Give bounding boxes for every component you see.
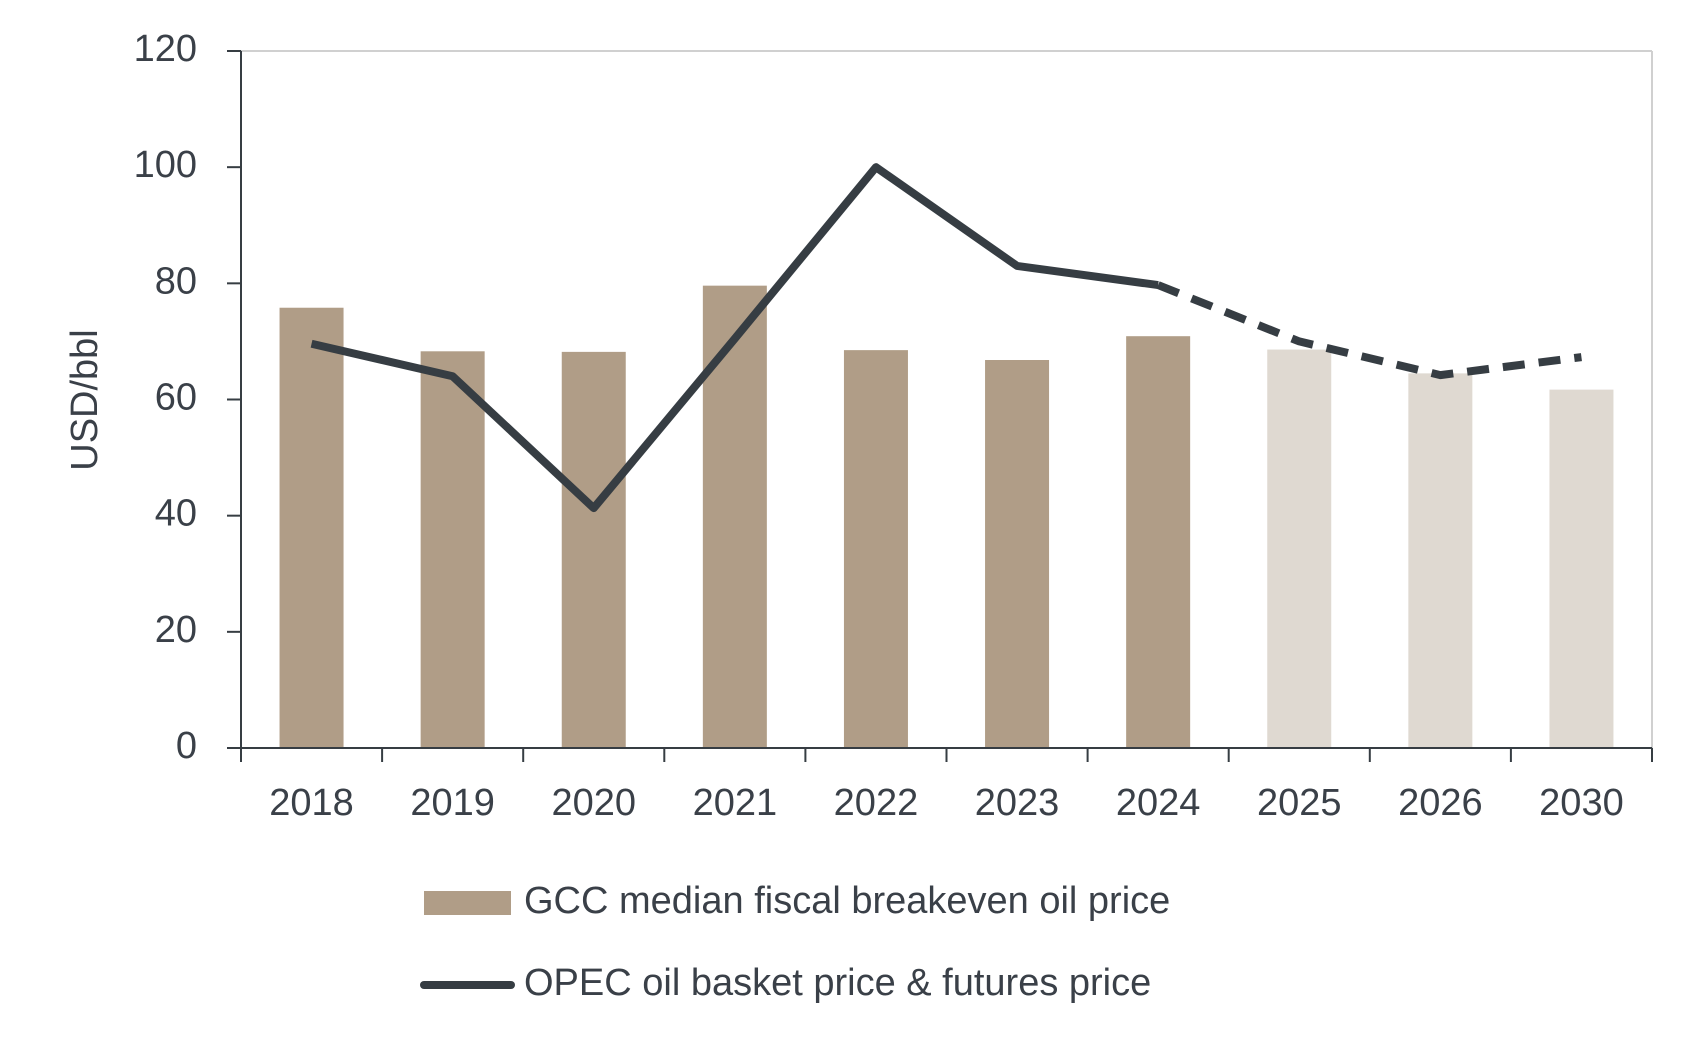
bar xyxy=(1549,389,1614,748)
bar xyxy=(279,307,344,748)
y-tick-label: 0 xyxy=(176,725,197,767)
bar xyxy=(1267,349,1332,748)
y-tick-label: 80 xyxy=(155,260,197,302)
line-forecast xyxy=(1156,281,1582,380)
bar xyxy=(1408,373,1473,748)
line xyxy=(310,163,1159,513)
x-tick-label: 2024 xyxy=(1116,782,1201,824)
x-tick-label: 2018 xyxy=(269,782,354,824)
y-axis-label: USD/bbl xyxy=(64,329,106,471)
y-tick-label: 120 xyxy=(134,28,197,70)
x-tick-label: 2030 xyxy=(1539,782,1624,824)
x-tick-label: 2020 xyxy=(551,782,636,824)
x-tick-label: 2025 xyxy=(1257,782,1342,824)
bar xyxy=(420,351,485,748)
bar xyxy=(843,350,908,748)
y-tick-label: 60 xyxy=(155,377,197,419)
y-tick-label: 40 xyxy=(155,493,197,535)
y-tick-label: 100 xyxy=(134,144,197,186)
legend-label: OPEC oil basket price & futures price xyxy=(524,962,1151,1004)
x-tick-label: 2019 xyxy=(410,782,495,824)
legend-swatch xyxy=(424,891,511,915)
y-tick-label: 20 xyxy=(155,609,197,651)
x-tick-label: 2022 xyxy=(834,782,919,824)
x-tick-label: 2026 xyxy=(1398,782,1483,824)
bar xyxy=(985,360,1050,748)
bar xyxy=(1126,336,1191,748)
x-tick-label: 2021 xyxy=(693,782,778,824)
x-tick-label: 2023 xyxy=(975,782,1060,824)
bar xyxy=(702,285,767,748)
bar xyxy=(561,351,626,748)
legend-label: GCC median fiscal breakeven oil price xyxy=(524,880,1170,922)
